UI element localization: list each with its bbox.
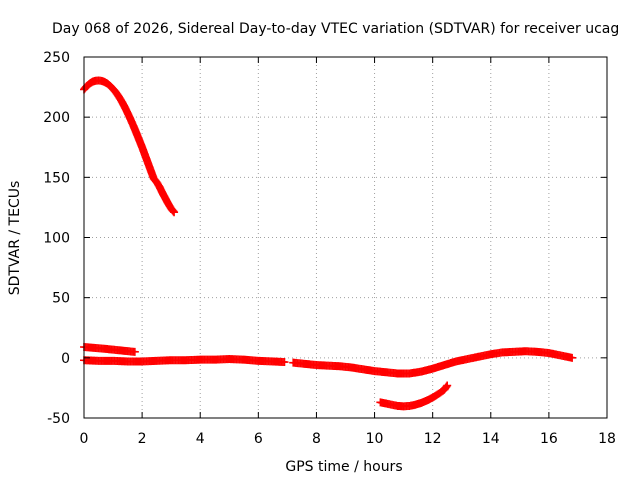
tick-layer: 0 2 4 6 8 10 12 14 16 18 -50 0 50 100 150 200 250 bbox=[43, 50, 616, 447]
y-tick-label: -50 bbox=[47, 411, 70, 427]
x-tick-label: 16 bbox=[540, 431, 558, 447]
series-arc-1 bbox=[80, 76, 179, 217]
x-axis-label: GPS time / hours bbox=[285, 459, 402, 475]
series-arc-5 bbox=[376, 381, 452, 411]
y-tick-label: 150 bbox=[43, 170, 70, 186]
data-point bbox=[130, 347, 139, 356]
data-point bbox=[443, 381, 452, 390]
grid-layer bbox=[84, 57, 607, 418]
x-tick-label: 0 bbox=[80, 431, 89, 447]
x-tick-label: 4 bbox=[196, 431, 205, 447]
y-tick-label: 100 bbox=[43, 231, 70, 247]
y-tick-label: 250 bbox=[43, 50, 70, 66]
x-tick-label: 14 bbox=[482, 431, 500, 447]
x-tick-label: 12 bbox=[424, 431, 442, 447]
series-arc-4 bbox=[289, 347, 577, 378]
data-point bbox=[280, 358, 289, 367]
x-tick-label: 6 bbox=[254, 431, 263, 447]
x-tick-label: 10 bbox=[366, 431, 384, 447]
x-tick-label: 8 bbox=[312, 431, 321, 447]
y-tick-label: 200 bbox=[43, 110, 70, 126]
y-axis-label: SDTVAR / TECUs bbox=[7, 181, 23, 296]
y-tick-label: 50 bbox=[52, 291, 70, 307]
y-tick-label: 0 bbox=[61, 351, 70, 367]
x-tick-label: 2 bbox=[138, 431, 147, 447]
chart-title: Day 068 of 2026, Sidereal Day-to-day VTE… bbox=[52, 21, 619, 37]
data-point bbox=[568, 353, 577, 362]
series-arc-3 bbox=[80, 355, 289, 367]
x-tick-label: 18 bbox=[598, 431, 616, 447]
data-point bbox=[170, 208, 179, 217]
